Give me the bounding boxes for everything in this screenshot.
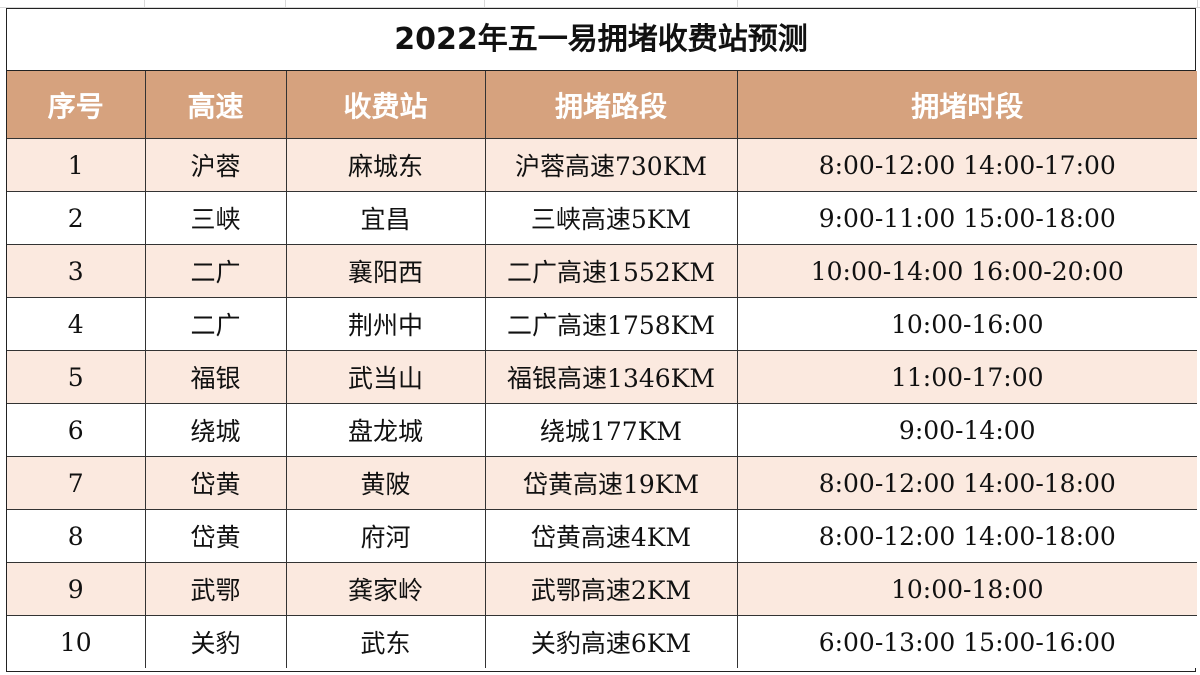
- cell-congested-period: 6:00-13:00 15:00-16:00: [736, 615, 1197, 668]
- cell-congested-section: 二广高速1552KM: [484, 244, 738, 298]
- cell-congested-section: 三峡高速5KM: [484, 191, 738, 245]
- header-index: 序号: [7, 71, 146, 139]
- table-row: 4 二广 荆州中 二广高速1758KM 10:00-16:00: [7, 297, 1197, 351]
- table-row: 8 岱黄 府河 岱黄高速4KM 8:00-12:00 14:00-18:00: [7, 509, 1197, 563]
- congestion-table: 序号 高速 收费站 拥堵路段 拥堵时段 1 沪蓉 麻城东 沪蓉高速730KM 8:00-…: [7, 71, 1197, 668]
- cell-congested-period: 9:00-11:00 15:00-18:00: [736, 191, 1197, 245]
- cell-congested-period: 8:00-12:00 14:00-18:00: [736, 509, 1197, 563]
- cell-congested-period: 10:00-14:00 16:00-20:00: [736, 244, 1197, 298]
- table-title: 2022年五一易拥堵收费站预测: [7, 9, 1195, 71]
- header-congested-period: 拥堵时段: [736, 71, 1197, 139]
- spreadsheet-gridlines: [0, 0, 1200, 8]
- cell-index: 3: [7, 244, 146, 298]
- cell-index: 9: [7, 562, 146, 616]
- cell-toll-station: 麻城东: [285, 138, 486, 192]
- cell-index: 5: [7, 350, 146, 404]
- cell-highway: 沪蓉: [144, 138, 287, 192]
- header-congested-section: 拥堵路段: [484, 71, 738, 139]
- cell-highway: 关豹: [144, 615, 287, 668]
- table-row: 5 福银 武当山 福银高速1346KM 11:00-17:00: [7, 350, 1197, 404]
- table-body: 1 沪蓉 麻城东 沪蓉高速730KM 8:00-12:00 14:00-17:00 2 三峡…: [7, 138, 1197, 668]
- cell-highway: 岱黄: [144, 456, 287, 510]
- cell-index: 1: [7, 138, 146, 192]
- table-row: 10 关豹 武东 关豹高速6KM 6:00-13:00 15:00-16:00: [7, 615, 1197, 668]
- table-row: 1 沪蓉 麻城东 沪蓉高速730KM 8:00-12:00 14:00-17:00: [7, 138, 1197, 192]
- cell-index: 7: [7, 456, 146, 510]
- cell-congested-period: 9:00-14:00: [736, 403, 1197, 457]
- cell-congested-section: 沪蓉高速730KM: [484, 138, 738, 192]
- grid-line: [144, 0, 145, 8]
- cell-congested-period: 8:00-12:00 14:00-17:00: [736, 138, 1197, 192]
- header-highway: 高速: [144, 71, 287, 139]
- cell-toll-station: 黄陂: [285, 456, 486, 510]
- cell-index: 4: [7, 297, 146, 351]
- grid-line: [484, 0, 485, 8]
- cell-toll-station: 武东: [285, 615, 486, 668]
- cell-toll-station: 龚家岭: [285, 562, 486, 616]
- cell-index: 10: [7, 615, 146, 668]
- cell-congested-section: 福银高速1346KM: [484, 350, 738, 404]
- cell-highway: 福银: [144, 350, 287, 404]
- cell-index: 2: [7, 191, 146, 245]
- cell-index: 6: [7, 403, 146, 457]
- cell-congested-section: 绕城177KM: [484, 403, 738, 457]
- table-row: 2 三峡 宜昌 三峡高速5KM 9:00-11:00 15:00-18:00: [7, 191, 1197, 245]
- cell-toll-station: 襄阳西: [285, 244, 486, 298]
- grid-line: [285, 0, 286, 8]
- cell-congested-period: 8:00-12:00 14:00-18:00: [736, 456, 1197, 510]
- cell-highway: 绕城: [144, 403, 287, 457]
- cell-toll-station: 盘龙城: [285, 403, 486, 457]
- cell-highway: 岱黄: [144, 509, 287, 563]
- table-row: 9 武鄂 龚家岭 武鄂高速2KM 10:00-18:00: [7, 562, 1197, 616]
- cell-highway: 二广: [144, 297, 287, 351]
- cell-congested-section: 岱黄高速4KM: [484, 509, 738, 563]
- prediction-table-sheet: 2022年五一易拥堵收费站预测 序号 高速 收费站 拥堵路段 拥堵时段 1 沪蓉麻…: [6, 8, 1197, 672]
- grid-line: [737, 0, 738, 8]
- cell-congested-section: 关豹高速6KM: [484, 615, 738, 668]
- table-row: 6 绕城 盘龙城 绕城177KM 9:00-14:00: [7, 403, 1197, 457]
- header-row: 序号 高速 收费站 拥堵路段 拥堵时段: [7, 71, 1197, 139]
- cell-highway: 武鄂: [144, 562, 287, 616]
- cell-index: 8: [7, 509, 146, 563]
- grid-line: [1197, 0, 1198, 8]
- cell-toll-station: 府河: [285, 509, 486, 563]
- table-row: 3 二广 襄阳西 二广高速1552KM 10:00-14:00 16:00-20:00: [7, 244, 1197, 298]
- cell-congested-section: 武鄂高速2KM: [484, 562, 738, 616]
- header-toll-station: 收费站: [285, 71, 486, 139]
- cell-highway: 二广: [144, 244, 287, 298]
- cell-toll-station: 武当山: [285, 350, 486, 404]
- cell-toll-station: 宜昌: [285, 191, 486, 245]
- cell-congested-period: 11:00-17:00: [736, 350, 1197, 404]
- cell-congested-section: 二广高速1758KM: [484, 297, 738, 351]
- cell-highway: 三峡: [144, 191, 287, 245]
- cell-congested-period: 10:00-18:00: [736, 562, 1197, 616]
- cell-toll-station: 荆州中: [285, 297, 486, 351]
- table-row: 7 岱黄 黄陂 岱黄高速19KM 8:00-12:00 14:00-18:00: [7, 456, 1197, 510]
- cell-congested-section: 岱黄高速19KM: [484, 456, 738, 510]
- cell-congested-period: 10:00-16:00: [736, 297, 1197, 351]
